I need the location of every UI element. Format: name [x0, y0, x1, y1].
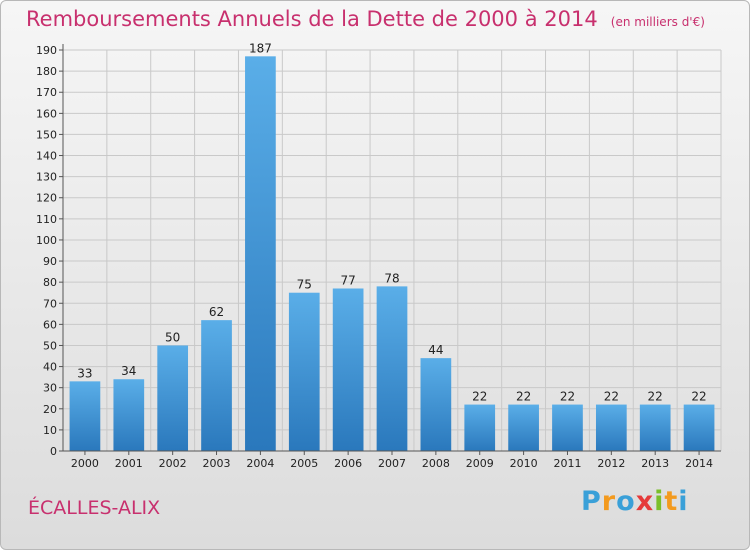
- x-tick-label: 2010: [510, 457, 538, 470]
- axis-layer: 0 10 20 30 40 50 60 70 80 90 100 110 120 130 140 150 160…: [36, 44, 721, 470]
- value-label: 75: [297, 278, 312, 292]
- value-label: 78: [384, 271, 399, 285]
- logo-letter: r: [601, 486, 617, 517]
- bars-layer: 33 34 50 62 187 75 77 78 44 22 22 22 22 22 22: [69, 41, 715, 452]
- value-label: 22: [560, 390, 575, 404]
- bar: [639, 404, 671, 451]
- value-label: 22: [516, 390, 531, 404]
- y-tick-label: 100: [36, 234, 57, 247]
- y-tick-label: 110: [36, 213, 57, 226]
- x-tick-label: 2002: [159, 457, 187, 470]
- x-tick-label: 2012: [597, 457, 625, 470]
- value-label: 33: [77, 366, 92, 380]
- bar: [113, 379, 145, 451]
- x-tick-label: 2008: [422, 457, 450, 470]
- x-tick-label: 2003: [203, 457, 231, 470]
- bar: [69, 381, 101, 451]
- logo-letter: o: [616, 486, 636, 517]
- chart-title: Remboursements Annuels de la Dette de 20…: [26, 7, 598, 31]
- y-tick-label: 180: [36, 65, 57, 78]
- y-tick-label: 40: [43, 361, 57, 374]
- y-tick-label: 120: [36, 192, 57, 205]
- bar: [201, 320, 232, 451]
- chart-subtitle: (en milliers d'€): [610, 15, 705, 29]
- bar: [332, 288, 364, 451]
- bar: [683, 404, 715, 451]
- x-tick-label: 2007: [378, 457, 406, 470]
- x-tick-label: 2014: [685, 457, 713, 470]
- value-label: 50: [165, 330, 180, 344]
- logo-letter: x: [635, 486, 655, 517]
- x-tick-label: 2009: [466, 457, 494, 470]
- x-tick-label: 2013: [641, 457, 669, 470]
- bar: [376, 286, 408, 451]
- y-tick-label: 30: [43, 382, 57, 395]
- x-tick-label: 2004: [246, 457, 274, 470]
- value-label: 77: [340, 273, 355, 287]
- y-tick-label: 160: [36, 107, 57, 120]
- x-tick-label: 2006: [334, 457, 362, 470]
- y-tick-label: 10: [43, 424, 57, 437]
- value-label: 22: [472, 390, 487, 404]
- title-row: Remboursements Annuels de la Dette de 20…: [26, 7, 705, 31]
- value-label: 22: [604, 390, 619, 404]
- bar: [420, 358, 452, 451]
- y-tick-label: 0: [50, 445, 57, 458]
- x-tick-label: 2000: [71, 457, 99, 470]
- value-label: 62: [209, 305, 224, 319]
- x-tick-label: 2011: [553, 457, 581, 470]
- value-label: 44: [428, 343, 443, 357]
- bar: [464, 404, 496, 451]
- value-label: 22: [648, 390, 663, 404]
- logo-letter: t: [664, 486, 679, 517]
- bar: [508, 404, 539, 451]
- y-tick-label: 150: [36, 128, 57, 141]
- x-tick-label: 2001: [115, 457, 143, 470]
- y-tick-label: 60: [43, 318, 57, 331]
- y-tick-label: 80: [43, 276, 57, 289]
- proxiti-logo: Proxiti: [581, 486, 689, 517]
- y-tick-label: 170: [36, 86, 57, 99]
- y-tick-label: 70: [43, 297, 57, 310]
- value-label: 34: [121, 364, 136, 378]
- y-tick-label: 50: [43, 339, 57, 352]
- logo-letter: P: [581, 486, 602, 517]
- y-tick-label: 130: [36, 171, 57, 184]
- value-label: 187: [249, 41, 272, 55]
- value-label: 22: [691, 390, 706, 404]
- y-tick-label: 140: [36, 150, 57, 163]
- bar: [288, 292, 320, 451]
- logo-letter: i: [654, 486, 665, 517]
- bar: [595, 404, 627, 451]
- commune-name: ÉCALLES-ALIX: [28, 497, 161, 519]
- y-tick-label: 20: [43, 403, 57, 416]
- y-tick-label: 190: [36, 44, 57, 57]
- x-tick-label: 2005: [290, 457, 318, 470]
- logo-letter: i: [678, 486, 689, 517]
- bar: [157, 345, 189, 451]
- bar: [552, 404, 583, 451]
- bar: [245, 56, 276, 452]
- y-tick-label: 90: [43, 255, 57, 268]
